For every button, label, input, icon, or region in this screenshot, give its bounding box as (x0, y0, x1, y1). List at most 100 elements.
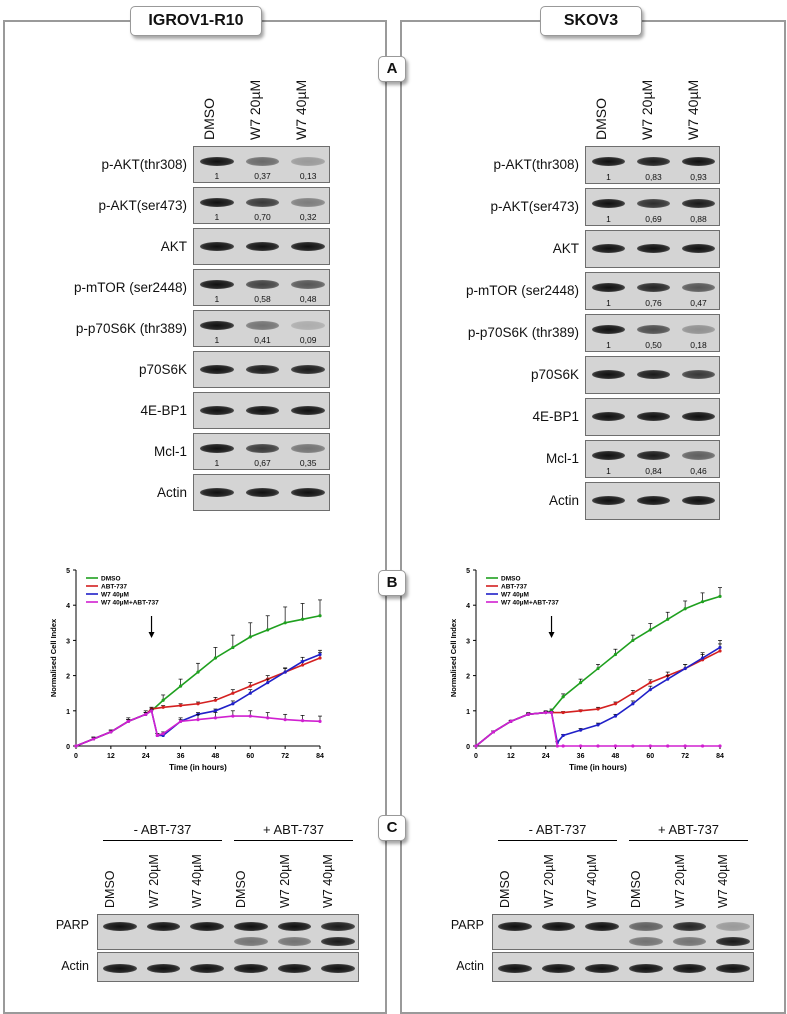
blot-strip (492, 914, 754, 950)
data-point (648, 628, 652, 632)
quantification-value: 1 (606, 172, 611, 182)
protein-band (291, 280, 325, 289)
data-point (196, 670, 200, 674)
protein-band (200, 321, 234, 330)
treatment-group-label: + ABT-737 (657, 822, 720, 837)
data-point (718, 645, 722, 650)
y-tick-label: 2 (66, 674, 70, 681)
blot-label: p-p70S6K (thr389) (75, 321, 187, 336)
blot-strip (585, 482, 720, 520)
legend-label: W7 40µM (501, 592, 529, 599)
y-tick-label: 5 (466, 568, 470, 575)
data-point (318, 652, 322, 657)
data-point (648, 688, 652, 692)
lane-header: W7 20µM (672, 854, 687, 908)
x-tick-label: 84 (316, 753, 324, 760)
x-tick-label: 60 (246, 753, 254, 760)
data-point (613, 702, 618, 706)
data-point (248, 684, 252, 688)
data-point (266, 628, 270, 632)
blot-label: Actin (156, 485, 187, 500)
blot-strip: 1 0,76 0,47 (585, 272, 720, 310)
blot-strip: 1 0,37 0,13 (193, 146, 330, 183)
blot-strip (97, 914, 359, 950)
quantification-value: 0,09 (299, 335, 317, 345)
protein-band (245, 198, 280, 207)
blot-label: p-AKT(ser473) (98, 198, 187, 213)
blot-strip: 1 0,50 0,18 (585, 314, 720, 352)
section-a-tag: A (378, 56, 406, 82)
protein-band (245, 280, 280, 289)
data-point (526, 712, 530, 716)
quantification-value: 0,48 (299, 294, 317, 304)
data-point (561, 695, 565, 699)
lane-header: W7 20µM (146, 854, 161, 908)
treatment-arrow-head (148, 632, 155, 638)
y-tick-label: 4 (466, 603, 470, 610)
protein-band (637, 325, 670, 334)
data-point (318, 656, 322, 660)
y-tick-label: 1 (66, 709, 70, 716)
blot-strip (585, 230, 720, 268)
data-point (283, 621, 287, 625)
data-point (718, 649, 722, 653)
data-point (700, 744, 705, 748)
data-point (213, 698, 218, 702)
series-line (475, 711, 720, 747)
data-point (126, 719, 130, 723)
blot-label: AKT (552, 241, 579, 256)
protein-band (637, 244, 670, 253)
data-point (178, 719, 183, 723)
protein-band (716, 964, 750, 973)
blot-strip (585, 356, 720, 394)
data-point (578, 728, 583, 732)
protein-band (498, 964, 532, 973)
data-point (155, 733, 159, 738)
quantification-value: 1 (606, 340, 611, 350)
protein-band (245, 242, 280, 251)
protein-band (682, 451, 715, 460)
protein-band (245, 406, 280, 415)
protein-band (672, 922, 707, 931)
x-tick-label: 36 (577, 753, 585, 760)
data-point (231, 702, 235, 706)
protein-band (592, 244, 625, 253)
data-point (231, 645, 235, 650)
data-point (718, 744, 722, 748)
protein-band (682, 244, 715, 253)
quantification-value: 0,84 (645, 466, 662, 476)
protein-band (291, 365, 325, 374)
y-tick-label: 3 (66, 638, 70, 645)
treatment-group-label: - ABT-737 (133, 822, 192, 837)
data-point (213, 716, 218, 720)
protein-band (682, 157, 715, 166)
legend-label: W7 40µM (101, 592, 129, 599)
lane-header: W7 20µM (541, 854, 556, 908)
protein-band (245, 488, 280, 497)
legend-label: W7 40µM+ABT-737 (101, 600, 159, 607)
protein-band (637, 451, 670, 460)
blot-strip (492, 952, 754, 982)
data-point (596, 707, 600, 711)
protein-band (245, 365, 280, 374)
lane-header: W7 40µM (293, 79, 309, 140)
data-point (578, 681, 583, 685)
quantification-value: 1 (606, 298, 611, 308)
cleaved-band (277, 937, 312, 946)
quantification-value: 0,76 (645, 298, 662, 308)
protein-band (291, 242, 325, 251)
quantification-value: 0,13 (299, 171, 317, 181)
data-point (161, 705, 165, 709)
data-point (149, 709, 154, 713)
protein-band (682, 325, 715, 334)
legend-label: ABT-737 (501, 584, 527, 591)
blot-label: Actin (456, 959, 484, 973)
protein-band (629, 964, 663, 973)
blot-strip: 1 0,58 0,48 (193, 269, 330, 306)
protein-band (592, 199, 625, 208)
data-point (248, 714, 252, 718)
group-underline (234, 840, 353, 841)
data-point (266, 681, 270, 685)
protein-band (277, 964, 312, 973)
data-point (196, 702, 200, 706)
